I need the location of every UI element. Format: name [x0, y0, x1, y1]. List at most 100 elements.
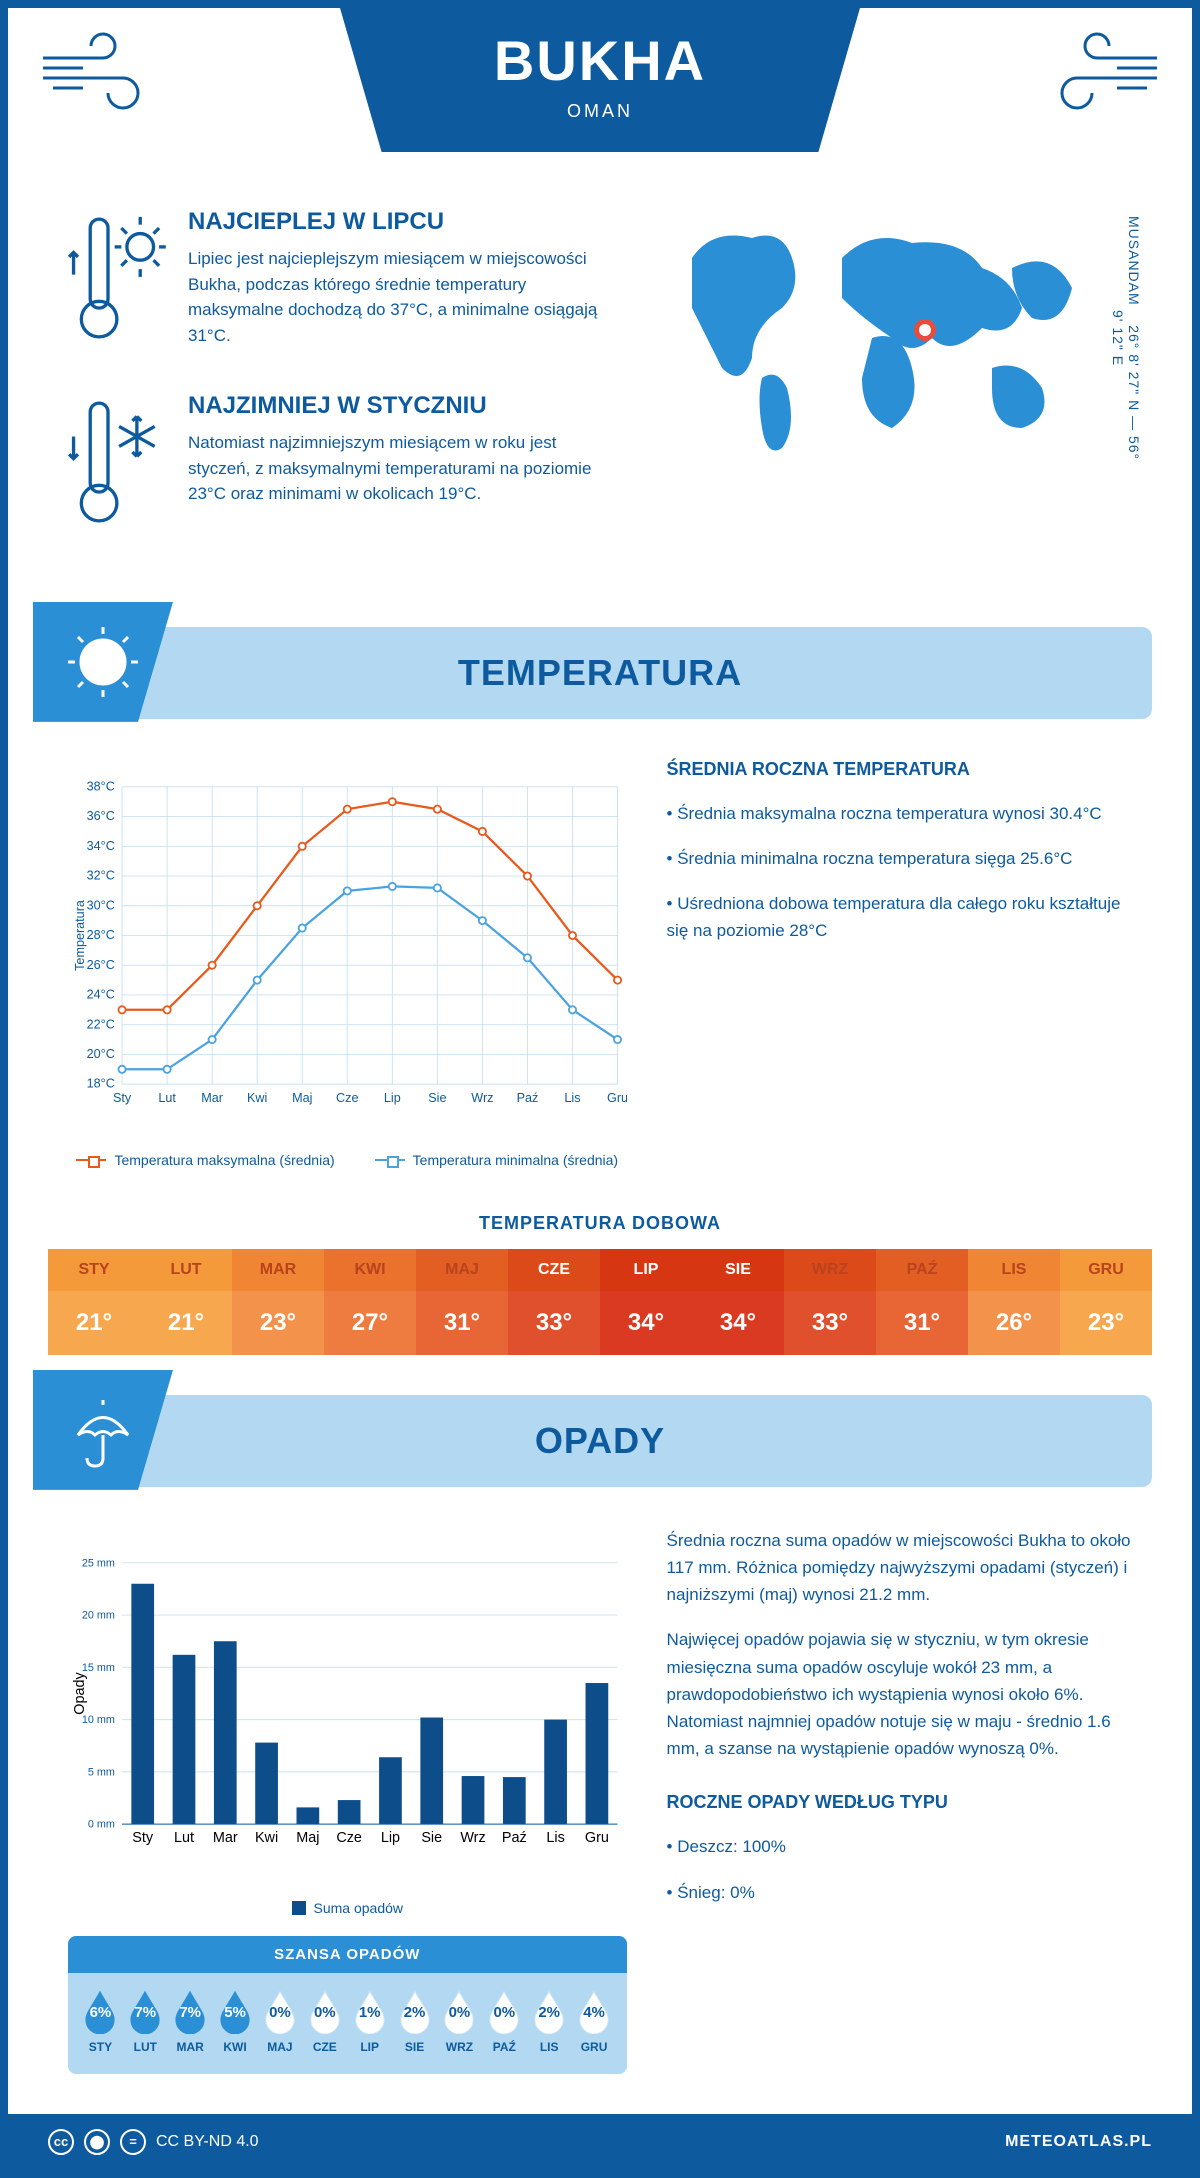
- heat-cell: STY 21°: [48, 1249, 140, 1355]
- svg-text:Mar: Mar: [201, 1091, 223, 1105]
- daily-temperature-table: STY 21° LUT 21° MAR 23° KWI 27° MAJ 31° …: [48, 1249, 1152, 1355]
- by-icon: ⬤: [84, 2129, 110, 2155]
- section-title: OPADY: [535, 1420, 665, 1461]
- svg-text:Wrz: Wrz: [471, 1091, 493, 1105]
- climate-facts: NAJCIEPLEJ W LIPCU Lipiec jest najcieple…: [68, 208, 612, 577]
- svg-text:Maj: Maj: [296, 1830, 319, 1846]
- svg-text:5 mm: 5 mm: [88, 1766, 115, 1778]
- svg-text:Paź: Paź: [517, 1091, 539, 1105]
- chance-title: SZANSA OPADÓW: [68, 1936, 627, 1973]
- world-map-container: MUSANDAM 26° 8' 27" N — 56° 9' 12" E: [652, 208, 1132, 577]
- svg-text:Wrz: Wrz: [460, 1830, 485, 1846]
- nd-icon: =: [120, 2129, 146, 2155]
- svg-text:Lip: Lip: [381, 1830, 400, 1846]
- section-title: TEMPERATURA: [458, 652, 742, 693]
- svg-text:18°C: 18°C: [87, 1077, 115, 1091]
- header: BUKHA OMAN: [8, 8, 1192, 178]
- world-map-icon: [652, 208, 1092, 468]
- chance-cell: 2% LIS: [527, 1988, 572, 2054]
- svg-text:Mar: Mar: [213, 1830, 238, 1846]
- wind-icon-right: [1032, 28, 1162, 123]
- svg-text:Sty: Sty: [113, 1091, 132, 1105]
- type-bullet: • Śnieg: 0%: [667, 1879, 1132, 1906]
- temp-bullet: • Uśredniona dobowa temperatura dla całe…: [667, 890, 1132, 944]
- heat-cell: LIP 34°: [600, 1249, 692, 1355]
- temperature-section-banner: TEMPERATURA: [48, 627, 1152, 719]
- precip-p2: Najwięcej opadów pojawia się w styczniu,…: [667, 1626, 1132, 1762]
- svg-text:20°C: 20°C: [87, 1047, 115, 1061]
- chance-cell: 7% MAR: [168, 1988, 213, 2054]
- precip-type-title: ROCZNE OPADY WEDŁUG TYPU: [667, 1792, 1132, 1813]
- temp-info-title: ŚREDNIA ROCZNA TEMPERATURA: [667, 759, 1132, 780]
- fact-cold-text: Natomiast najzimniejszym miesiącem w rok…: [188, 430, 612, 507]
- svg-text:28°C: 28°C: [87, 928, 115, 942]
- svg-text:22°C: 22°C: [87, 1017, 115, 1031]
- svg-text:Cze: Cze: [336, 1830, 362, 1846]
- thermometer-sun-icon: [68, 208, 168, 357]
- heat-cell: WRZ 33°: [784, 1249, 876, 1355]
- heat-cell: CZE 33°: [508, 1249, 600, 1355]
- cc-icon: cc: [48, 2129, 74, 2155]
- fact-cold-title: NAJZIMNIEJ W STYCZNIU: [188, 392, 612, 420]
- temperature-info: ŚREDNIA ROCZNA TEMPERATURA • Średnia mak…: [667, 759, 1132, 1168]
- svg-text:Paź: Paź: [502, 1830, 527, 1846]
- chance-cell: 4% GRU: [572, 1988, 617, 2054]
- svg-text:38°C: 38°C: [87, 779, 115, 793]
- chance-cell: 0% WRZ: [437, 1988, 482, 2054]
- svg-text:25 mm: 25 mm: [82, 1557, 115, 1569]
- svg-text:Gru: Gru: [607, 1091, 627, 1105]
- svg-text:Kwi: Kwi: [247, 1091, 267, 1105]
- thermometer-snow-icon: [68, 392, 168, 541]
- heat-cell: PAŹ 31°: [876, 1249, 968, 1355]
- heat-cell: KWI 27°: [324, 1249, 416, 1355]
- precipitation-area: 0 mm5 mm10 mm15 mm20 mm25 mmOpadyStyLutM…: [8, 1507, 1192, 2114]
- fact-hottest: NAJCIEPLEJ W LIPCU Lipiec jest najcieple…: [68, 208, 612, 357]
- precip-p1: Średnia roczna suma opadów w miejscowośc…: [667, 1527, 1132, 1609]
- svg-text:Lut: Lut: [174, 1830, 194, 1846]
- svg-text:Kwi: Kwi: [255, 1830, 278, 1846]
- title-banner: BUKHA OMAN: [340, 8, 860, 152]
- heat-cell: MAR 23°: [232, 1249, 324, 1355]
- wind-icon-left: [38, 28, 168, 123]
- type-bullet: • Deszcz: 100%: [667, 1833, 1132, 1860]
- chance-cell: 2% SIE: [392, 1988, 437, 2054]
- svg-text:Lut: Lut: [158, 1091, 176, 1105]
- temp-bullet: • Średnia minimalna roczna temperatura s…: [667, 845, 1132, 872]
- svg-text:Maj: Maj: [292, 1091, 312, 1105]
- fact-hot-text: Lipiec jest najcieplejszym miesiącem w m…: [188, 246, 612, 348]
- location-marker-icon: [914, 319, 936, 341]
- svg-text:10 mm: 10 mm: [82, 1714, 115, 1726]
- svg-text:Sty: Sty: [132, 1830, 154, 1846]
- chance-cell: 7% LUT: [123, 1988, 168, 2054]
- footer: cc ⬤ = CC BY-ND 4.0 METEOATLAS.PL: [8, 2114, 1192, 2170]
- coordinates-label: MUSANDAM 26° 8' 27" N — 56° 9' 12" E: [1110, 208, 1142, 468]
- heat-cell: GRU 23°: [1060, 1249, 1152, 1355]
- chance-cell: 0% MAJ: [258, 1988, 303, 2054]
- precipitation-info: Średnia roczna suma opadów w miejscowośc…: [667, 1527, 1132, 2074]
- svg-text:Cze: Cze: [336, 1091, 358, 1105]
- daily-temp-title: TEMPERATURA DOBOWA: [8, 1213, 1192, 1234]
- heat-cell: LUT 21°: [140, 1249, 232, 1355]
- svg-text:Lis: Lis: [546, 1830, 564, 1846]
- heat-cell: MAJ 31°: [416, 1249, 508, 1355]
- infographic-frame: BUKHA OMAN: [0, 0, 1200, 2178]
- intro-section: NAJCIEPLEJ W LIPCU Lipiec jest najcieple…: [8, 178, 1192, 607]
- fact-hot-title: NAJCIEPLEJ W LIPCU: [188, 208, 612, 236]
- chance-cell: 0% PAŹ: [482, 1988, 527, 2054]
- sun-icon: [33, 602, 173, 722]
- svg-text:Opady: Opady: [72, 1671, 88, 1714]
- svg-text:Sie: Sie: [428, 1091, 446, 1105]
- chance-cell: 6% STY: [78, 1988, 123, 2054]
- heat-cell: LIS 26°: [968, 1249, 1060, 1355]
- precipitation-chance-box: SZANSA OPADÓW 6% STY 7% LUT: [68, 1936, 627, 2074]
- temp-bullet: • Średnia maksymalna roczna temperatura …: [667, 800, 1132, 827]
- svg-text:32°C: 32°C: [87, 869, 115, 883]
- svg-text:Sie: Sie: [421, 1830, 442, 1846]
- svg-text:Lis: Lis: [564, 1091, 580, 1105]
- chance-cell: 1% LIP: [347, 1988, 392, 2054]
- precipitation-bar-chart: 0 mm5 mm10 mm15 mm20 mm25 mmOpadyStyLutM…: [68, 1527, 627, 2074]
- svg-text:20 mm: 20 mm: [82, 1610, 115, 1622]
- svg-text:26°C: 26°C: [87, 958, 115, 972]
- svg-text:36°C: 36°C: [87, 809, 115, 823]
- chance-cell: 0% CZE: [302, 1988, 347, 2054]
